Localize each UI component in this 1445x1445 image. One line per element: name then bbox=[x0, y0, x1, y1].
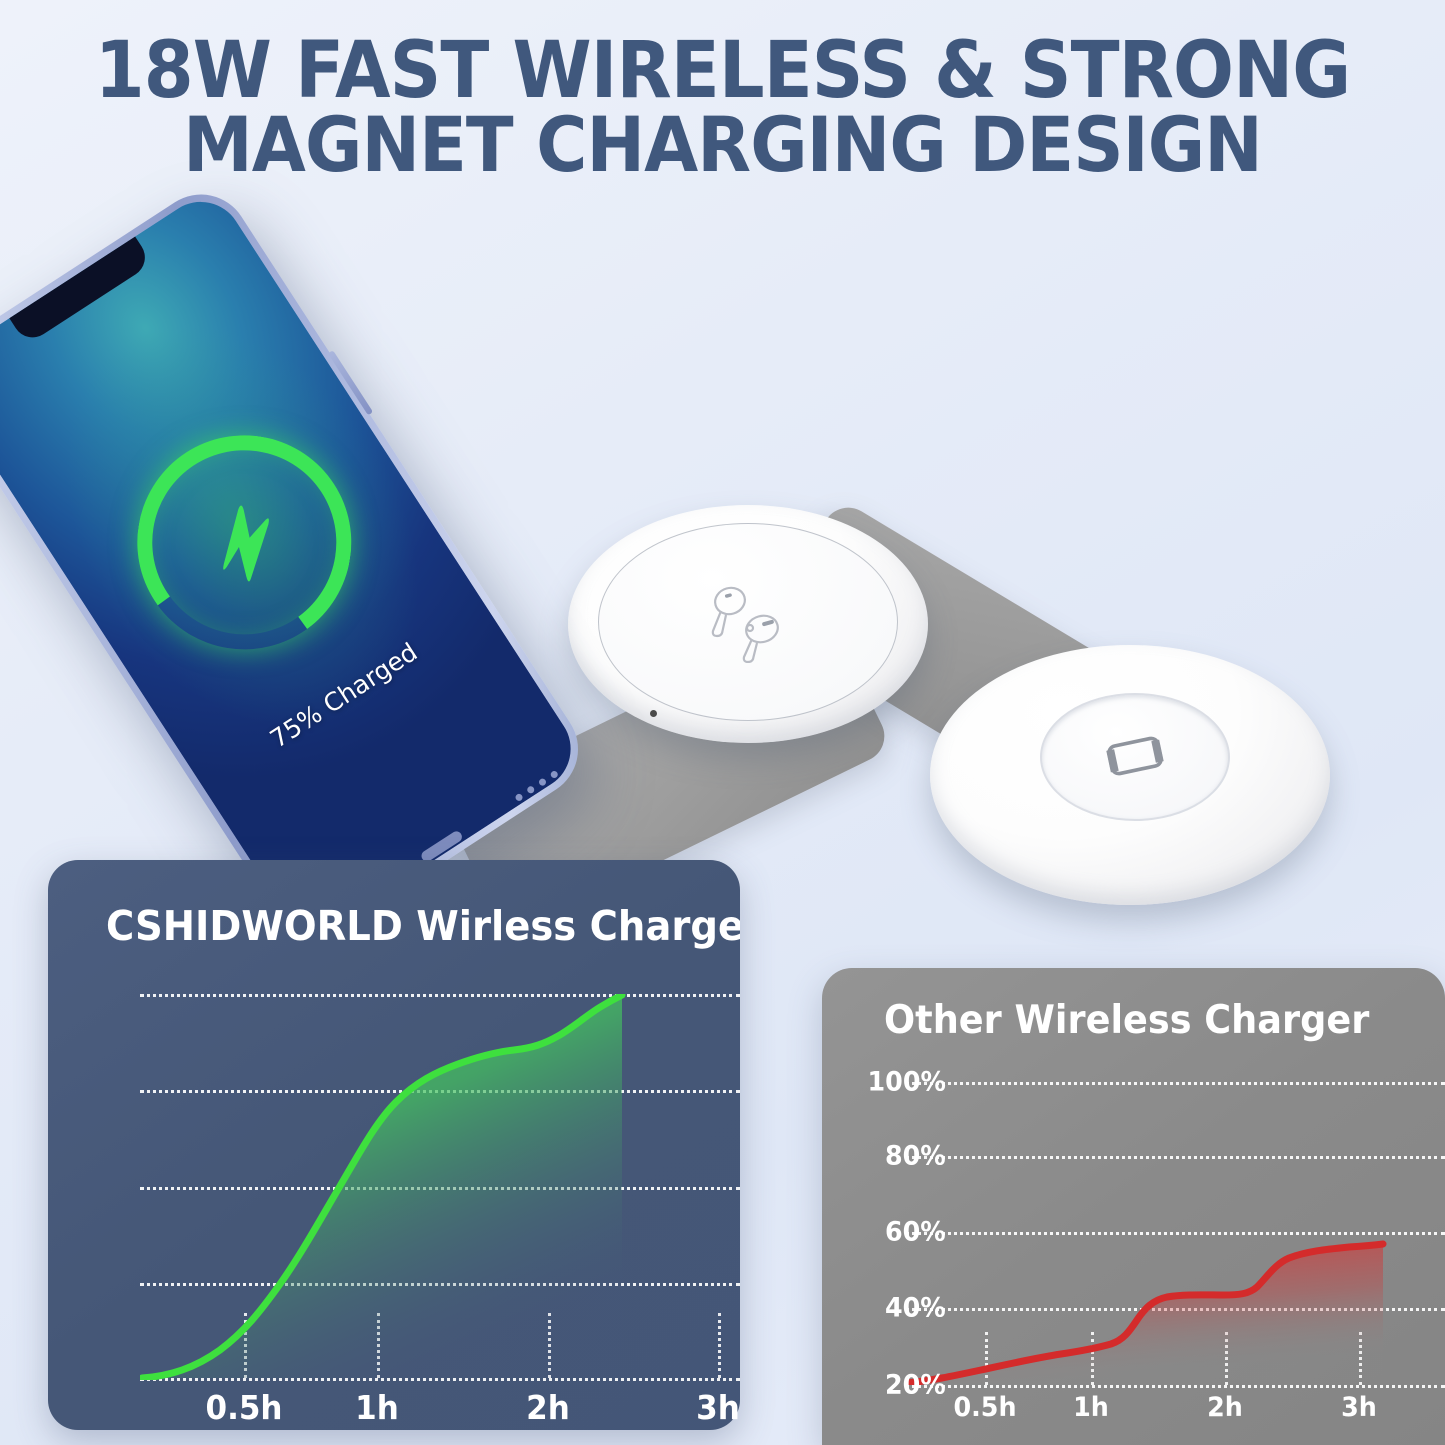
pad-rim bbox=[598, 523, 898, 721]
other-charger-chart-title: Other Wireless Charger bbox=[884, 998, 1370, 1043]
gridline-60 bbox=[905, 1232, 1445, 1235]
phone-icon bbox=[1106, 736, 1164, 776]
xlabel-0.5h: 0.5h bbox=[953, 1392, 1017, 1423]
phone-charging-pad bbox=[930, 645, 1330, 905]
smartphone-device: 75% Charged bbox=[0, 176, 597, 954]
phone-notch bbox=[9, 236, 153, 346]
phone-screen: 75% Charged bbox=[0, 185, 587, 945]
earbuds-charging-pad bbox=[568, 505, 928, 743]
ylabel-60: 60% bbox=[885, 1216, 947, 1248]
page-headline: 18W FAST WIRELESS & STRONG MAGNET CHARGI… bbox=[0, 26, 1445, 189]
pad-inner-ring bbox=[1040, 693, 1230, 821]
xlabel-1h: 1h bbox=[1073, 1392, 1109, 1423]
xlabel-0.5h: 0.5h bbox=[205, 1388, 283, 1427]
charging-status-text: 75% Charged bbox=[264, 636, 423, 754]
xlabel-2h: 2h bbox=[526, 1388, 570, 1427]
cshidworld-chart-title: CSHIDWORLD Wirless Charger bbox=[106, 902, 740, 950]
pad-led-indicator bbox=[650, 710, 657, 717]
cshidworld-area-curve bbox=[140, 994, 626, 1380]
lightning-bolt-icon bbox=[222, 505, 269, 582]
gridline-80 bbox=[905, 1156, 1445, 1159]
ylabel-80: 80% bbox=[885, 1140, 947, 1172]
other-charger-chart-plot bbox=[905, 1082, 1445, 1388]
ylabel-100: 100% bbox=[867, 1066, 946, 1098]
cshidworld-chart-plot bbox=[140, 994, 740, 1381]
other-charger-area-curve bbox=[905, 1240, 1387, 1385]
headline-line-1: 18W FAST WIRELESS & STRONG bbox=[94, 26, 1351, 116]
vtick-0.5h bbox=[985, 1332, 988, 1385]
xlabel-3h: 3h bbox=[696, 1388, 740, 1427]
headline-line-2: MAGNET CHARGING DESIGN bbox=[183, 100, 1263, 189]
gridline-100 bbox=[140, 994, 740, 997]
gridline-20 bbox=[140, 1378, 740, 1381]
ylabel-20: 20% bbox=[885, 1369, 947, 1401]
product-hero-image: 75% Charged bbox=[0, 176, 1445, 954]
gridline-20 bbox=[905, 1385, 1445, 1388]
xlabel-1h: 1h bbox=[355, 1388, 399, 1427]
xlabel-3h: 3h bbox=[1341, 1392, 1377, 1423]
earbuds-icon bbox=[711, 586, 779, 663]
gridline-100 bbox=[905, 1082, 1445, 1085]
vtick-3h bbox=[718, 1313, 721, 1378]
xlabel-2h: 2h bbox=[1207, 1392, 1243, 1423]
ylabel-40: 40% bbox=[885, 1292, 947, 1324]
